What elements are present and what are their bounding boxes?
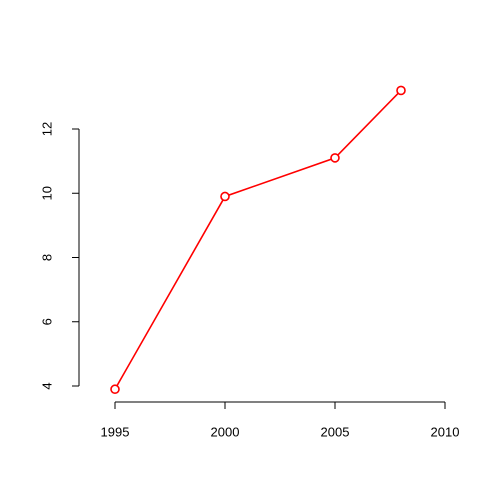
x-tick-label: 2005 (321, 424, 350, 439)
x-tick-label: 2000 (211, 424, 240, 439)
x-tick-label: 2010 (431, 424, 460, 439)
y-tick-label: 4 (39, 382, 54, 389)
point (220, 191, 230, 202)
line (114, 89, 402, 390)
y-tick-label: 8 (39, 254, 54, 261)
x-tick-label: 1995 (101, 424, 130, 439)
point (396, 85, 406, 96)
point (330, 153, 340, 163)
point (110, 384, 120, 395)
y-tick-label: 6 (39, 318, 54, 325)
y-tick-label: 12 (39, 122, 54, 136)
y-tick-label: 10 (39, 186, 54, 200)
